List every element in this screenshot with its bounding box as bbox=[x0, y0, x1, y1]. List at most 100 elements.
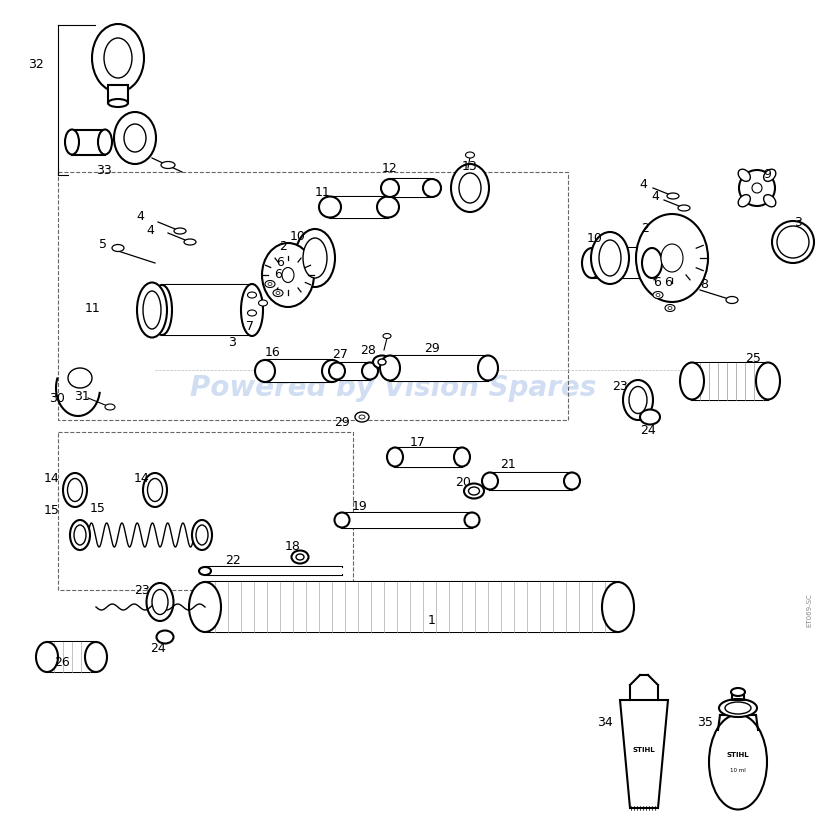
Text: 3: 3 bbox=[228, 336, 236, 348]
Text: 6: 6 bbox=[274, 268, 282, 281]
Ellipse shape bbox=[147, 583, 174, 621]
Text: 23: 23 bbox=[134, 583, 150, 597]
Ellipse shape bbox=[329, 362, 345, 380]
Text: 26: 26 bbox=[54, 656, 70, 668]
Ellipse shape bbox=[189, 582, 221, 632]
Text: 28: 28 bbox=[360, 343, 376, 356]
Bar bbox=[337, 363, 370, 380]
Text: 24: 24 bbox=[150, 642, 166, 655]
Ellipse shape bbox=[709, 715, 767, 809]
Text: 4: 4 bbox=[639, 178, 647, 190]
Ellipse shape bbox=[192, 520, 212, 550]
Ellipse shape bbox=[378, 359, 386, 365]
Ellipse shape bbox=[459, 173, 481, 203]
Text: 11: 11 bbox=[85, 302, 101, 314]
Ellipse shape bbox=[255, 360, 275, 382]
Ellipse shape bbox=[763, 194, 776, 207]
Ellipse shape bbox=[322, 360, 342, 382]
Text: ET069-SC: ET069-SC bbox=[806, 593, 812, 627]
Ellipse shape bbox=[147, 479, 162, 501]
Ellipse shape bbox=[98, 130, 112, 155]
Ellipse shape bbox=[137, 283, 167, 337]
Ellipse shape bbox=[602, 582, 634, 632]
Text: 29: 29 bbox=[424, 342, 440, 355]
Text: 14: 14 bbox=[44, 471, 60, 484]
Text: 27: 27 bbox=[332, 348, 348, 361]
Ellipse shape bbox=[738, 170, 750, 181]
Ellipse shape bbox=[247, 310, 256, 316]
Ellipse shape bbox=[642, 248, 662, 278]
Ellipse shape bbox=[273, 289, 283, 297]
Ellipse shape bbox=[380, 356, 400, 381]
Bar bbox=[395, 448, 462, 467]
Ellipse shape bbox=[104, 38, 132, 78]
Ellipse shape bbox=[373, 356, 391, 368]
Ellipse shape bbox=[112, 244, 124, 252]
Text: 19: 19 bbox=[352, 500, 368, 514]
Ellipse shape bbox=[65, 130, 79, 155]
Ellipse shape bbox=[667, 193, 679, 199]
Ellipse shape bbox=[464, 484, 484, 499]
Bar bbox=[58, 432, 353, 590]
Ellipse shape bbox=[640, 410, 660, 425]
Text: 21: 21 bbox=[500, 459, 516, 471]
Ellipse shape bbox=[665, 304, 675, 312]
Ellipse shape bbox=[152, 285, 172, 335]
Text: 16: 16 bbox=[265, 347, 281, 360]
Text: 10: 10 bbox=[587, 232, 603, 244]
Text: STIHL: STIHL bbox=[633, 747, 655, 753]
Ellipse shape bbox=[143, 473, 167, 507]
Ellipse shape bbox=[763, 170, 776, 181]
Ellipse shape bbox=[152, 589, 168, 614]
Bar bbox=[265, 360, 332, 382]
Ellipse shape bbox=[262, 243, 314, 307]
Bar bbox=[390, 356, 488, 381]
Text: 15: 15 bbox=[44, 504, 60, 517]
Ellipse shape bbox=[656, 293, 660, 297]
Ellipse shape bbox=[319, 196, 341, 218]
Bar bbox=[330, 197, 388, 218]
Ellipse shape bbox=[268, 283, 272, 286]
Bar bbox=[205, 567, 342, 575]
Ellipse shape bbox=[756, 362, 780, 400]
Ellipse shape bbox=[468, 487, 479, 495]
Ellipse shape bbox=[772, 221, 814, 263]
Ellipse shape bbox=[464, 513, 479, 528]
Bar bbox=[592, 248, 652, 278]
Text: 9: 9 bbox=[763, 169, 771, 181]
Ellipse shape bbox=[199, 567, 211, 575]
Ellipse shape bbox=[381, 179, 399, 197]
Ellipse shape bbox=[282, 268, 294, 283]
Ellipse shape bbox=[74, 525, 86, 545]
Ellipse shape bbox=[36, 642, 58, 672]
Text: Powered by Vision Spares: Powered by Vision Spares bbox=[190, 374, 596, 402]
Text: 31: 31 bbox=[75, 391, 90, 404]
Text: 4: 4 bbox=[136, 210, 144, 224]
Ellipse shape bbox=[156, 631, 174, 643]
Text: 24: 24 bbox=[640, 424, 656, 436]
Ellipse shape bbox=[108, 99, 128, 107]
Text: 23: 23 bbox=[612, 380, 628, 392]
Text: 6: 6 bbox=[664, 276, 672, 288]
Ellipse shape bbox=[296, 554, 304, 560]
Ellipse shape bbox=[423, 179, 441, 197]
Ellipse shape bbox=[70, 520, 90, 550]
Ellipse shape bbox=[174, 228, 186, 234]
Ellipse shape bbox=[451, 164, 489, 212]
Ellipse shape bbox=[582, 248, 602, 278]
Bar bbox=[692, 363, 768, 400]
Ellipse shape bbox=[196, 525, 208, 545]
Ellipse shape bbox=[184, 239, 196, 245]
Text: 4: 4 bbox=[146, 224, 154, 237]
Ellipse shape bbox=[241, 284, 263, 336]
Ellipse shape bbox=[454, 448, 470, 466]
Bar bbox=[490, 473, 572, 490]
Bar bbox=[390, 179, 432, 197]
Text: 3: 3 bbox=[794, 217, 802, 229]
Text: 6: 6 bbox=[653, 277, 661, 289]
Ellipse shape bbox=[564, 473, 580, 489]
Ellipse shape bbox=[678, 205, 690, 211]
Ellipse shape bbox=[161, 161, 175, 169]
Text: 35: 35 bbox=[697, 716, 713, 730]
Text: 12: 12 bbox=[382, 161, 398, 175]
